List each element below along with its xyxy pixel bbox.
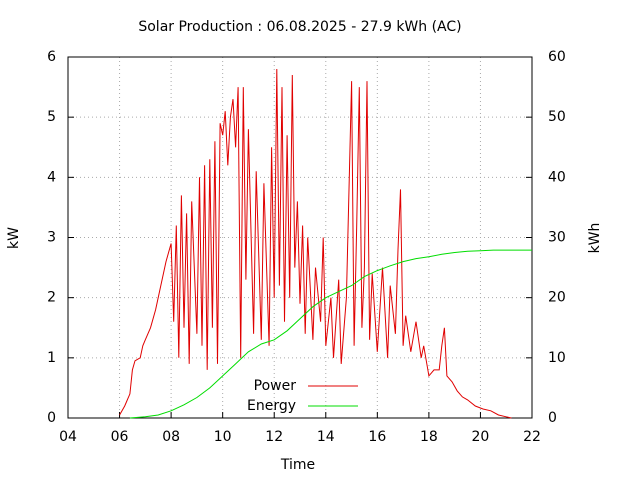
y-tick-label: 3	[47, 230, 56, 246]
y-tick-label: 5	[47, 109, 56, 125]
y-tick-label: 4	[47, 169, 56, 185]
x-tick-label: 18	[420, 429, 438, 445]
y2-tick-label: 30	[548, 230, 566, 246]
legend-label: Power	[254, 378, 297, 394]
series-line	[119, 68, 512, 419]
x-tick-label: 12	[265, 429, 283, 445]
x-axis-label: Time	[280, 457, 315, 473]
y-tick-label: 0	[47, 410, 56, 426]
y2-tick-label: 60	[548, 49, 566, 65]
legend-label: Energy	[247, 398, 296, 414]
y2-tick-label: 20	[548, 290, 566, 306]
y2-tick-label: 10	[548, 350, 566, 366]
x-tick-label: 04	[59, 429, 77, 445]
y-tick-label: 2	[47, 290, 56, 306]
series-line	[129, 249, 532, 419]
y2-tick-label: 40	[548, 169, 566, 185]
chart-title: Solar Production : 06.08.2025 - 27.9 kWh…	[138, 19, 461, 35]
y-tick-label: 6	[47, 49, 56, 65]
x-tick-label: 20	[472, 429, 490, 445]
y-axis-label: kW	[6, 227, 22, 249]
y2-tick-label: 50	[548, 109, 566, 125]
y2-tick-label: 0	[548, 410, 557, 426]
y-tick-label: 1	[47, 350, 56, 366]
x-tick-label: 08	[162, 429, 180, 445]
y2-axis-label: kWh	[587, 223, 603, 254]
x-tick-label: 14	[317, 429, 335, 445]
x-tick-label: 06	[111, 429, 129, 445]
x-tick-label: 22	[523, 429, 541, 445]
x-tick-label: 10	[214, 429, 232, 445]
plot-frame	[67, 56, 533, 419]
x-tick-label: 16	[368, 429, 386, 445]
